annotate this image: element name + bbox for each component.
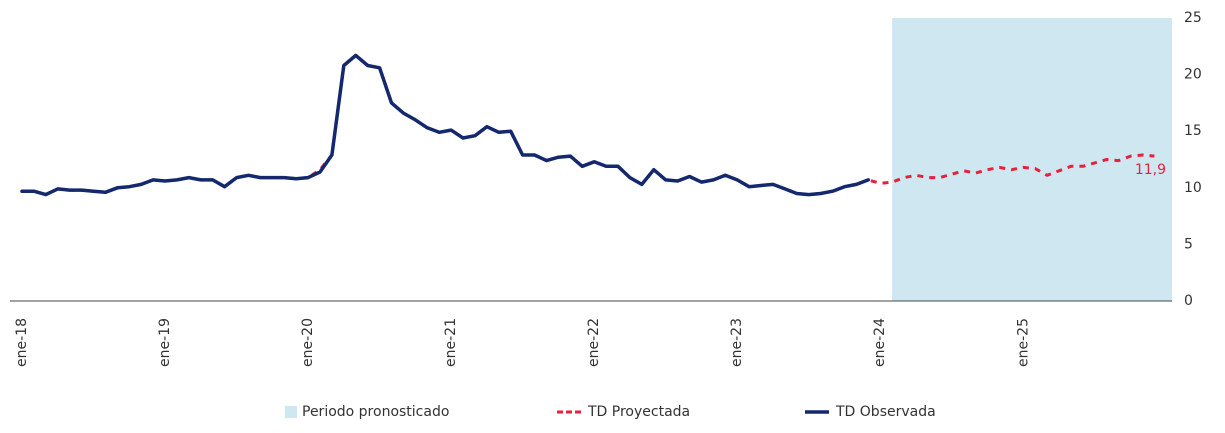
- x-tick-label: ene-18: [14, 318, 30, 367]
- x-tick-label: ene-21: [443, 318, 459, 367]
- annotation: 11,9: [1135, 162, 1166, 178]
- y-tick-label: 20: [1184, 67, 1202, 83]
- y-tick-label: 0: [1184, 293, 1193, 309]
- x-tick-label: ene-19: [157, 318, 173, 367]
- x-tick-label: ene-23: [729, 318, 745, 367]
- x-tick-label: ene-20: [300, 318, 316, 367]
- legend-label: TD Observada: [835, 404, 936, 420]
- legend-swatch: [285, 406, 297, 418]
- x-tick-label: ene-25: [1015, 318, 1031, 367]
- x-tick-label: ene-24: [872, 318, 888, 367]
- legend-label: TD Proyectada: [587, 404, 690, 420]
- legend-label: Periodo pronosticado: [302, 404, 449, 420]
- y-tick-label: 10: [1184, 180, 1202, 196]
- y-tick-label: 15: [1184, 123, 1202, 139]
- forecast-region: [892, 18, 1172, 301]
- y-tick-label: 25: [1184, 10, 1202, 26]
- y-tick-label: 5: [1184, 236, 1193, 252]
- series-line: [20, 53, 871, 197]
- x-tick-label: ene-22: [586, 318, 602, 367]
